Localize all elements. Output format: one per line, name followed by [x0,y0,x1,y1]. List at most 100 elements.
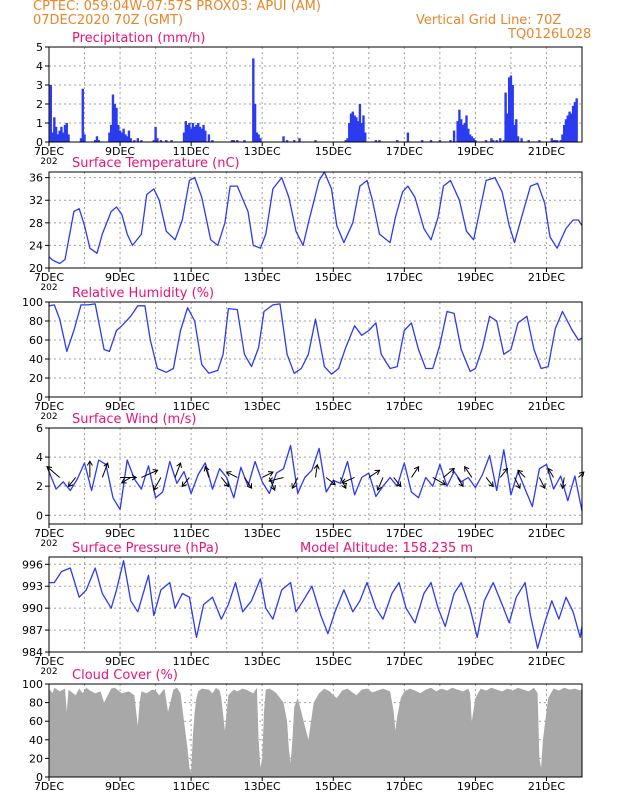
wind-vector-head [547,467,553,474]
y-tick-label: 100 [22,296,43,309]
x-tick-label: 17DEC [386,655,423,668]
press-title: Surface Pressure (hPa) [72,541,219,556]
wind-vector-head [313,463,320,470]
precip-bar [491,140,495,142]
y-tick-label: 36 [29,172,43,185]
precip-bar [83,134,86,142]
x-tick-label: 17DEC [386,400,423,413]
wind-vector [101,462,109,478]
x-tick-label: 7DEC [34,145,64,158]
cloud-frame [48,683,583,778]
x-tick-label: 19DEC [457,655,494,668]
precip-bar [170,140,173,142]
precip-bar [97,140,100,142]
x-tick-year-label: 202 [40,283,57,293]
x-tick-label: 13DEC [244,780,281,793]
temp-panel: 20 24 28 32 36 7DEC 9DEC 11DEC 13DEC 15DEC 17DEC 19… [29,156,583,293]
wind-vector-head [223,481,230,488]
precip-bar [438,140,442,142]
press-series-line [49,560,583,649]
precip-bar [51,132,54,142]
precip-bar [467,128,470,142]
precip-frame [48,46,583,143]
precip-bar [362,115,365,142]
press-annotation: Model Altitude: 158.235 m [300,541,473,556]
wind-vector [514,477,521,489]
cloud-panel: 0 20 40 60 80 100 7DEC 9DEC 11DEC 13DEC 15DEC 17DEC… [22,668,583,793]
y-tick-label: 28 [29,217,43,230]
wind-vector [244,477,253,489]
wind-vector [443,468,455,478]
precip-bar [502,140,506,142]
wind-vector-head [131,474,138,481]
x-tick-label: 19DEC [457,145,494,158]
precip-bar [136,138,140,142]
precip-bar [191,123,195,142]
precip-bar [95,136,99,142]
wind-vector [121,477,131,484]
precip-bar [165,140,168,142]
press-frame [48,556,583,653]
x-tick-label: 7DEC [34,271,64,284]
precip-bar [60,126,63,142]
y-tick-label: 80 [29,697,43,710]
x-tick-label: 17DEC [386,271,423,284]
precip-bar [527,140,530,142]
y-tick-label: 993 [22,580,43,593]
precip-bar [353,115,356,142]
x-tick-label: 11DEC [173,527,210,540]
precip-bar [563,124,566,142]
wind-vector [226,471,238,478]
precip-bar [355,117,358,142]
precip-bar [253,104,257,142]
wind-vector [174,462,182,478]
wind-vector [547,468,555,478]
y-tick-label: 984 [22,646,43,659]
precip-bar [396,140,399,142]
x-tick-label: 9DEC [105,780,135,793]
temp-title: Surface Temperature (nC) [72,156,240,171]
x-tick-label: 9DEC [105,655,135,668]
x-tick-year-label: 202 [40,157,57,167]
wind-vector [68,477,77,487]
precip-bar [152,140,156,142]
wind-vector-head [560,483,567,490]
wind-vector-head [341,478,348,485]
wind-vector [341,476,355,484]
x-tick-label: 13DEC [244,271,281,284]
precip-bar [507,77,511,142]
precip-bar [154,126,157,142]
temp-frame [48,171,583,269]
x-tick-label: 11DEC [173,145,210,158]
wind-vector-head [291,483,297,490]
y-tick-label: 6 [36,422,43,435]
rh-title: Relative Humidity (%) [72,286,214,301]
y-tick-label: 5 [36,41,43,54]
x-tick-label: 15DEC [315,527,352,540]
precip-bar [282,136,285,142]
precip-bar [314,140,317,142]
precip-bar [538,140,541,142]
precip-bar [195,124,198,142]
precip-bar [111,94,115,142]
wind-vector-head [268,477,275,483]
x-tick-label: 17DEC [386,527,423,540]
x-tick-label: 9DEC [105,527,135,540]
precip-bar [285,140,289,142]
wind-title: Surface Wind (m/s) [72,412,196,427]
precip-bar [197,123,200,142]
precip-bar [252,58,255,142]
precip-bar [122,128,125,142]
precip-bar [49,85,52,142]
precip-bar [568,111,571,142]
precip-bar [129,138,132,142]
wind-vector-head [413,465,420,472]
y-tick-label: 60 [29,334,43,347]
precip-bar [292,140,296,142]
x-tick-label: 9DEC [105,400,135,413]
precip-bar [93,140,97,142]
x-tick-label: 15DEC [315,655,352,668]
wind-vector-head [203,465,210,472]
wind-vector-head [341,483,347,490]
rh-panel: 0 20 40 60 80 100 7DEC 9DEC 11DEC 13DEC 15DEC 17DEC… [22,286,583,422]
